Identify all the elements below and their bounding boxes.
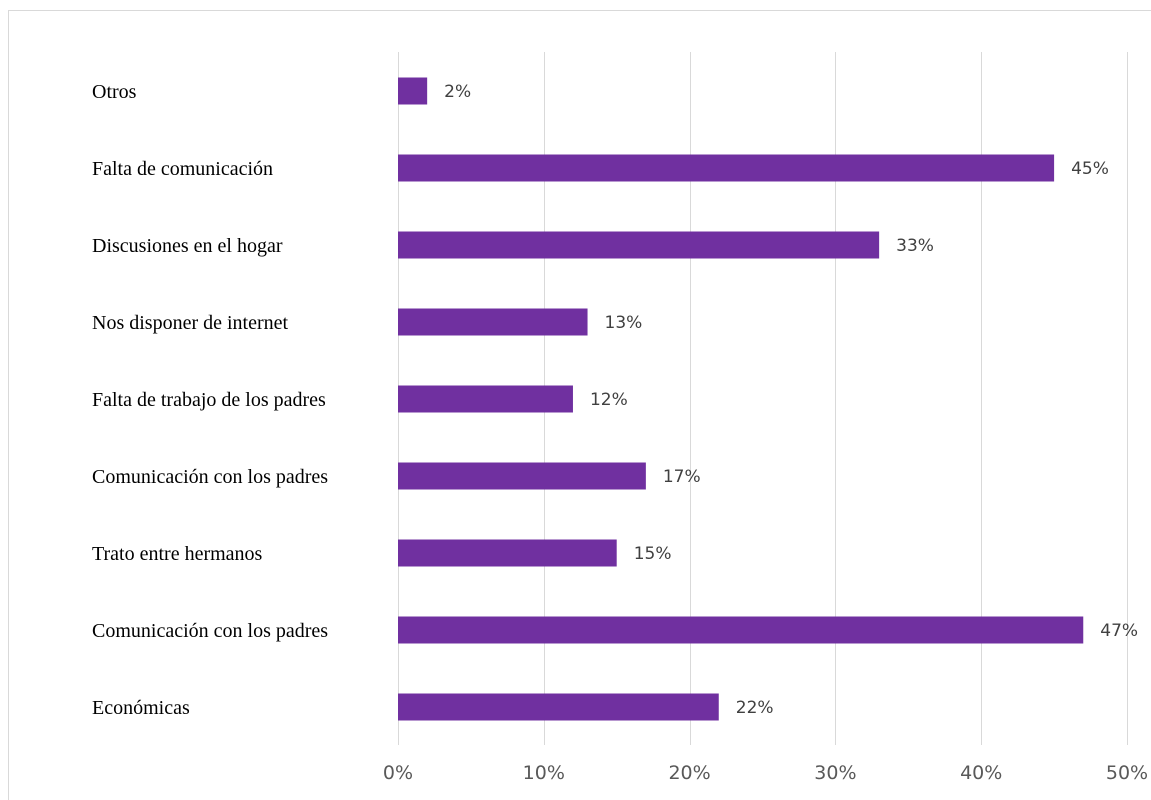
category-label: Nos disponer de internet [92, 312, 289, 334]
bar [398, 385, 573, 413]
bar [398, 308, 588, 336]
bar [398, 77, 428, 105]
category-label: Falta de trabajo de los padres [92, 389, 326, 411]
data-label: 15% [634, 544, 672, 564]
bar [398, 231, 880, 259]
category-label: Falta de comunicación [92, 158, 273, 180]
bar [398, 539, 617, 567]
data-label: 13% [605, 313, 643, 333]
data-label: 12% [590, 390, 628, 410]
x-tick-label: 30% [814, 762, 856, 783]
bar [398, 154, 1055, 182]
x-tick-label: 0% [383, 762, 413, 783]
value-labels: 2% 45% 33% 13% 12% 17% 15% 47% 22% [444, 82, 1138, 718]
bar [398, 462, 646, 490]
x-axis-tick-labels: 0% 10% 20% 30% 40% 50% [383, 762, 1148, 783]
data-label: 33% [896, 236, 934, 256]
bars [398, 77, 1084, 721]
category-label: Trato entre hermanos [92, 543, 263, 565]
data-label: 17% [663, 467, 701, 487]
x-tick-label: 50% [1106, 762, 1148, 783]
data-label: 47% [1100, 621, 1138, 641]
category-label: Comunicación con los padres [92, 466, 328, 488]
data-label: 45% [1071, 159, 1109, 179]
data-label: 2% [444, 82, 471, 102]
x-tick-label: 10% [523, 762, 565, 783]
category-labels: Otros Falta de comunicación Discusiones en… [92, 81, 328, 719]
chart-frame [8, 10, 1151, 800]
data-label: 22% [736, 698, 774, 718]
bar-chart: Otros Falta de comunicación Discusiones en… [92, 52, 1148, 783]
bar [398, 616, 1084, 644]
category-label: Discusiones en el hogar [92, 235, 283, 257]
x-tick-label: 40% [960, 762, 1002, 783]
x-tick-label: 20% [668, 762, 710, 783]
category-label: Económicas [92, 697, 190, 719]
bar [398, 693, 719, 721]
category-label: Comunicación con los padres [92, 620, 328, 642]
category-label: Otros [92, 81, 137, 103]
